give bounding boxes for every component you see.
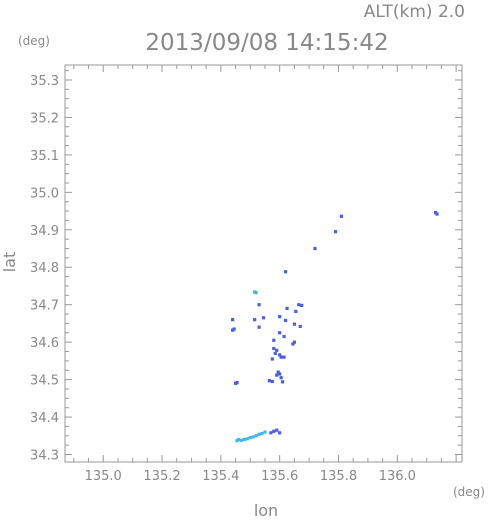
data-point xyxy=(275,348,279,352)
y-tick-label: 34.8 xyxy=(30,261,59,276)
data-point xyxy=(278,372,282,376)
data-point xyxy=(278,331,282,335)
data-point xyxy=(275,373,279,377)
data-point xyxy=(291,342,295,346)
data-point xyxy=(257,303,261,307)
y-tick-label: 35.2 xyxy=(30,111,59,126)
data-point xyxy=(231,328,235,332)
data-point xyxy=(260,431,264,436)
data-point xyxy=(294,309,298,314)
data-point xyxy=(270,357,274,361)
x-tick-label: 135.2 xyxy=(143,469,180,484)
data-point xyxy=(435,212,439,216)
data-point xyxy=(273,351,277,355)
data-point xyxy=(278,315,282,319)
y-unit-label: (deg) xyxy=(18,34,50,48)
data-point xyxy=(339,214,344,218)
data-point xyxy=(272,338,276,342)
data-point xyxy=(283,270,288,274)
data-point xyxy=(279,355,283,359)
data-point xyxy=(313,246,317,251)
data-point xyxy=(282,355,286,359)
x-tick-label: 136.0 xyxy=(379,469,416,484)
altitude-label: ALT(km) 2.0 xyxy=(364,2,465,22)
data-point xyxy=(292,322,296,326)
y-tick-label: 35.1 xyxy=(30,149,59,164)
data-point xyxy=(279,376,283,380)
y-tick-label: 35.0 xyxy=(30,186,59,201)
data-point xyxy=(298,324,302,329)
data-point xyxy=(269,431,273,435)
data-point xyxy=(254,291,258,295)
data-point xyxy=(251,435,255,439)
data-point xyxy=(300,303,304,308)
data-point xyxy=(278,431,282,435)
x-tick-label: 135.8 xyxy=(320,469,357,484)
data-point xyxy=(261,316,266,320)
chart-title: 2013/09/08 14:15:42 xyxy=(145,30,388,56)
data-point xyxy=(245,437,249,441)
data-point xyxy=(285,306,289,311)
y-tick-label: 35.3 xyxy=(30,74,59,89)
data-point xyxy=(275,428,279,432)
data-point xyxy=(263,430,267,434)
data-point xyxy=(292,340,296,344)
x-tick-label: 135.4 xyxy=(202,469,239,484)
data-point xyxy=(272,346,276,351)
plot-frame xyxy=(64,64,463,463)
data-point xyxy=(254,434,258,438)
data-point xyxy=(233,381,238,385)
y-tick-label: 34.4 xyxy=(30,411,59,426)
y-tick-label: 34.3 xyxy=(30,449,59,464)
data-point xyxy=(283,318,288,323)
data-point xyxy=(272,429,276,433)
x-tick-label: 135.0 xyxy=(85,469,122,484)
data-point xyxy=(278,353,282,357)
x-unit-label: (deg) xyxy=(453,485,485,499)
data-point xyxy=(333,230,338,234)
data-point xyxy=(235,439,239,443)
y-tick-label: 34.9 xyxy=(30,224,59,239)
data-point xyxy=(239,438,244,442)
data-point xyxy=(248,436,252,440)
data-point xyxy=(267,379,271,383)
data-point xyxy=(270,379,274,384)
data-point xyxy=(257,432,261,436)
data-point xyxy=(257,325,261,329)
x-axis-label: lon xyxy=(254,501,278,520)
data-point xyxy=(231,318,235,322)
data-point xyxy=(253,318,257,322)
y-tick-label: 34.7 xyxy=(30,299,59,314)
data-point xyxy=(242,437,246,442)
y-axis-label: lat xyxy=(0,252,19,273)
data-point xyxy=(297,303,301,307)
y-tick-label: 34.6 xyxy=(30,336,59,351)
data-point xyxy=(281,380,285,384)
x-tick-label: 135.6 xyxy=(261,469,298,484)
data-point xyxy=(282,334,286,339)
data-point xyxy=(276,370,280,374)
y-tick-label: 34.5 xyxy=(30,374,59,389)
